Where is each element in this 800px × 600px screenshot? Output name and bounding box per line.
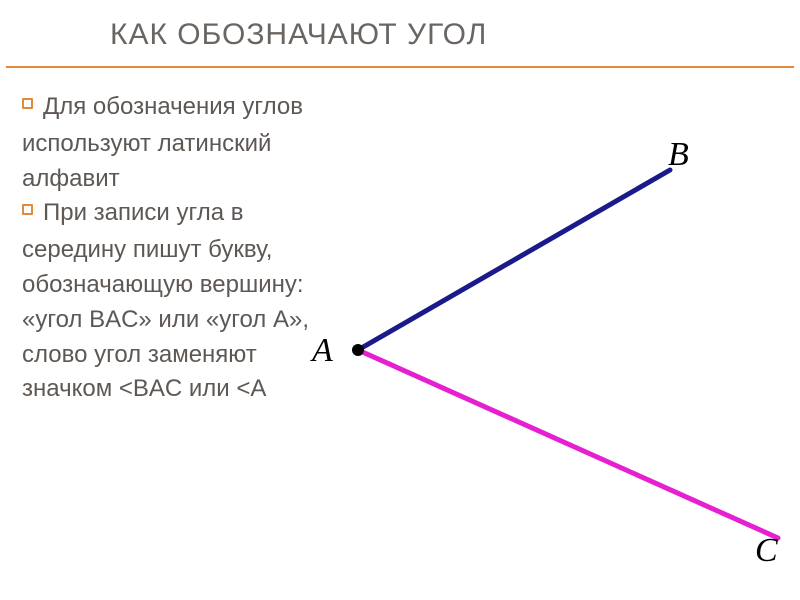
- label-b: B: [668, 136, 689, 174]
- text-line: Для обозначения углов: [43, 90, 303, 125]
- angle-diagram: А B C: [300, 140, 800, 560]
- vertex-dot: [352, 344, 364, 356]
- bullet-row-1: Для обозначения углов: [22, 90, 800, 125]
- angle-svg: [300, 140, 800, 560]
- label-a: А: [312, 332, 333, 370]
- line-ac: [358, 350, 778, 538]
- slide-title-area: КАК ОБОЗНАЧАЮТ УГОЛ: [0, 0, 800, 60]
- bullet-icon: [22, 204, 33, 215]
- label-c: C: [755, 532, 778, 570]
- text-line: При записи угла в: [43, 196, 244, 231]
- line-ab: [358, 170, 670, 350]
- bullet-icon: [22, 98, 33, 109]
- slide-title: КАК ОБОЗНАЧАЮТ УГОЛ: [110, 18, 800, 52]
